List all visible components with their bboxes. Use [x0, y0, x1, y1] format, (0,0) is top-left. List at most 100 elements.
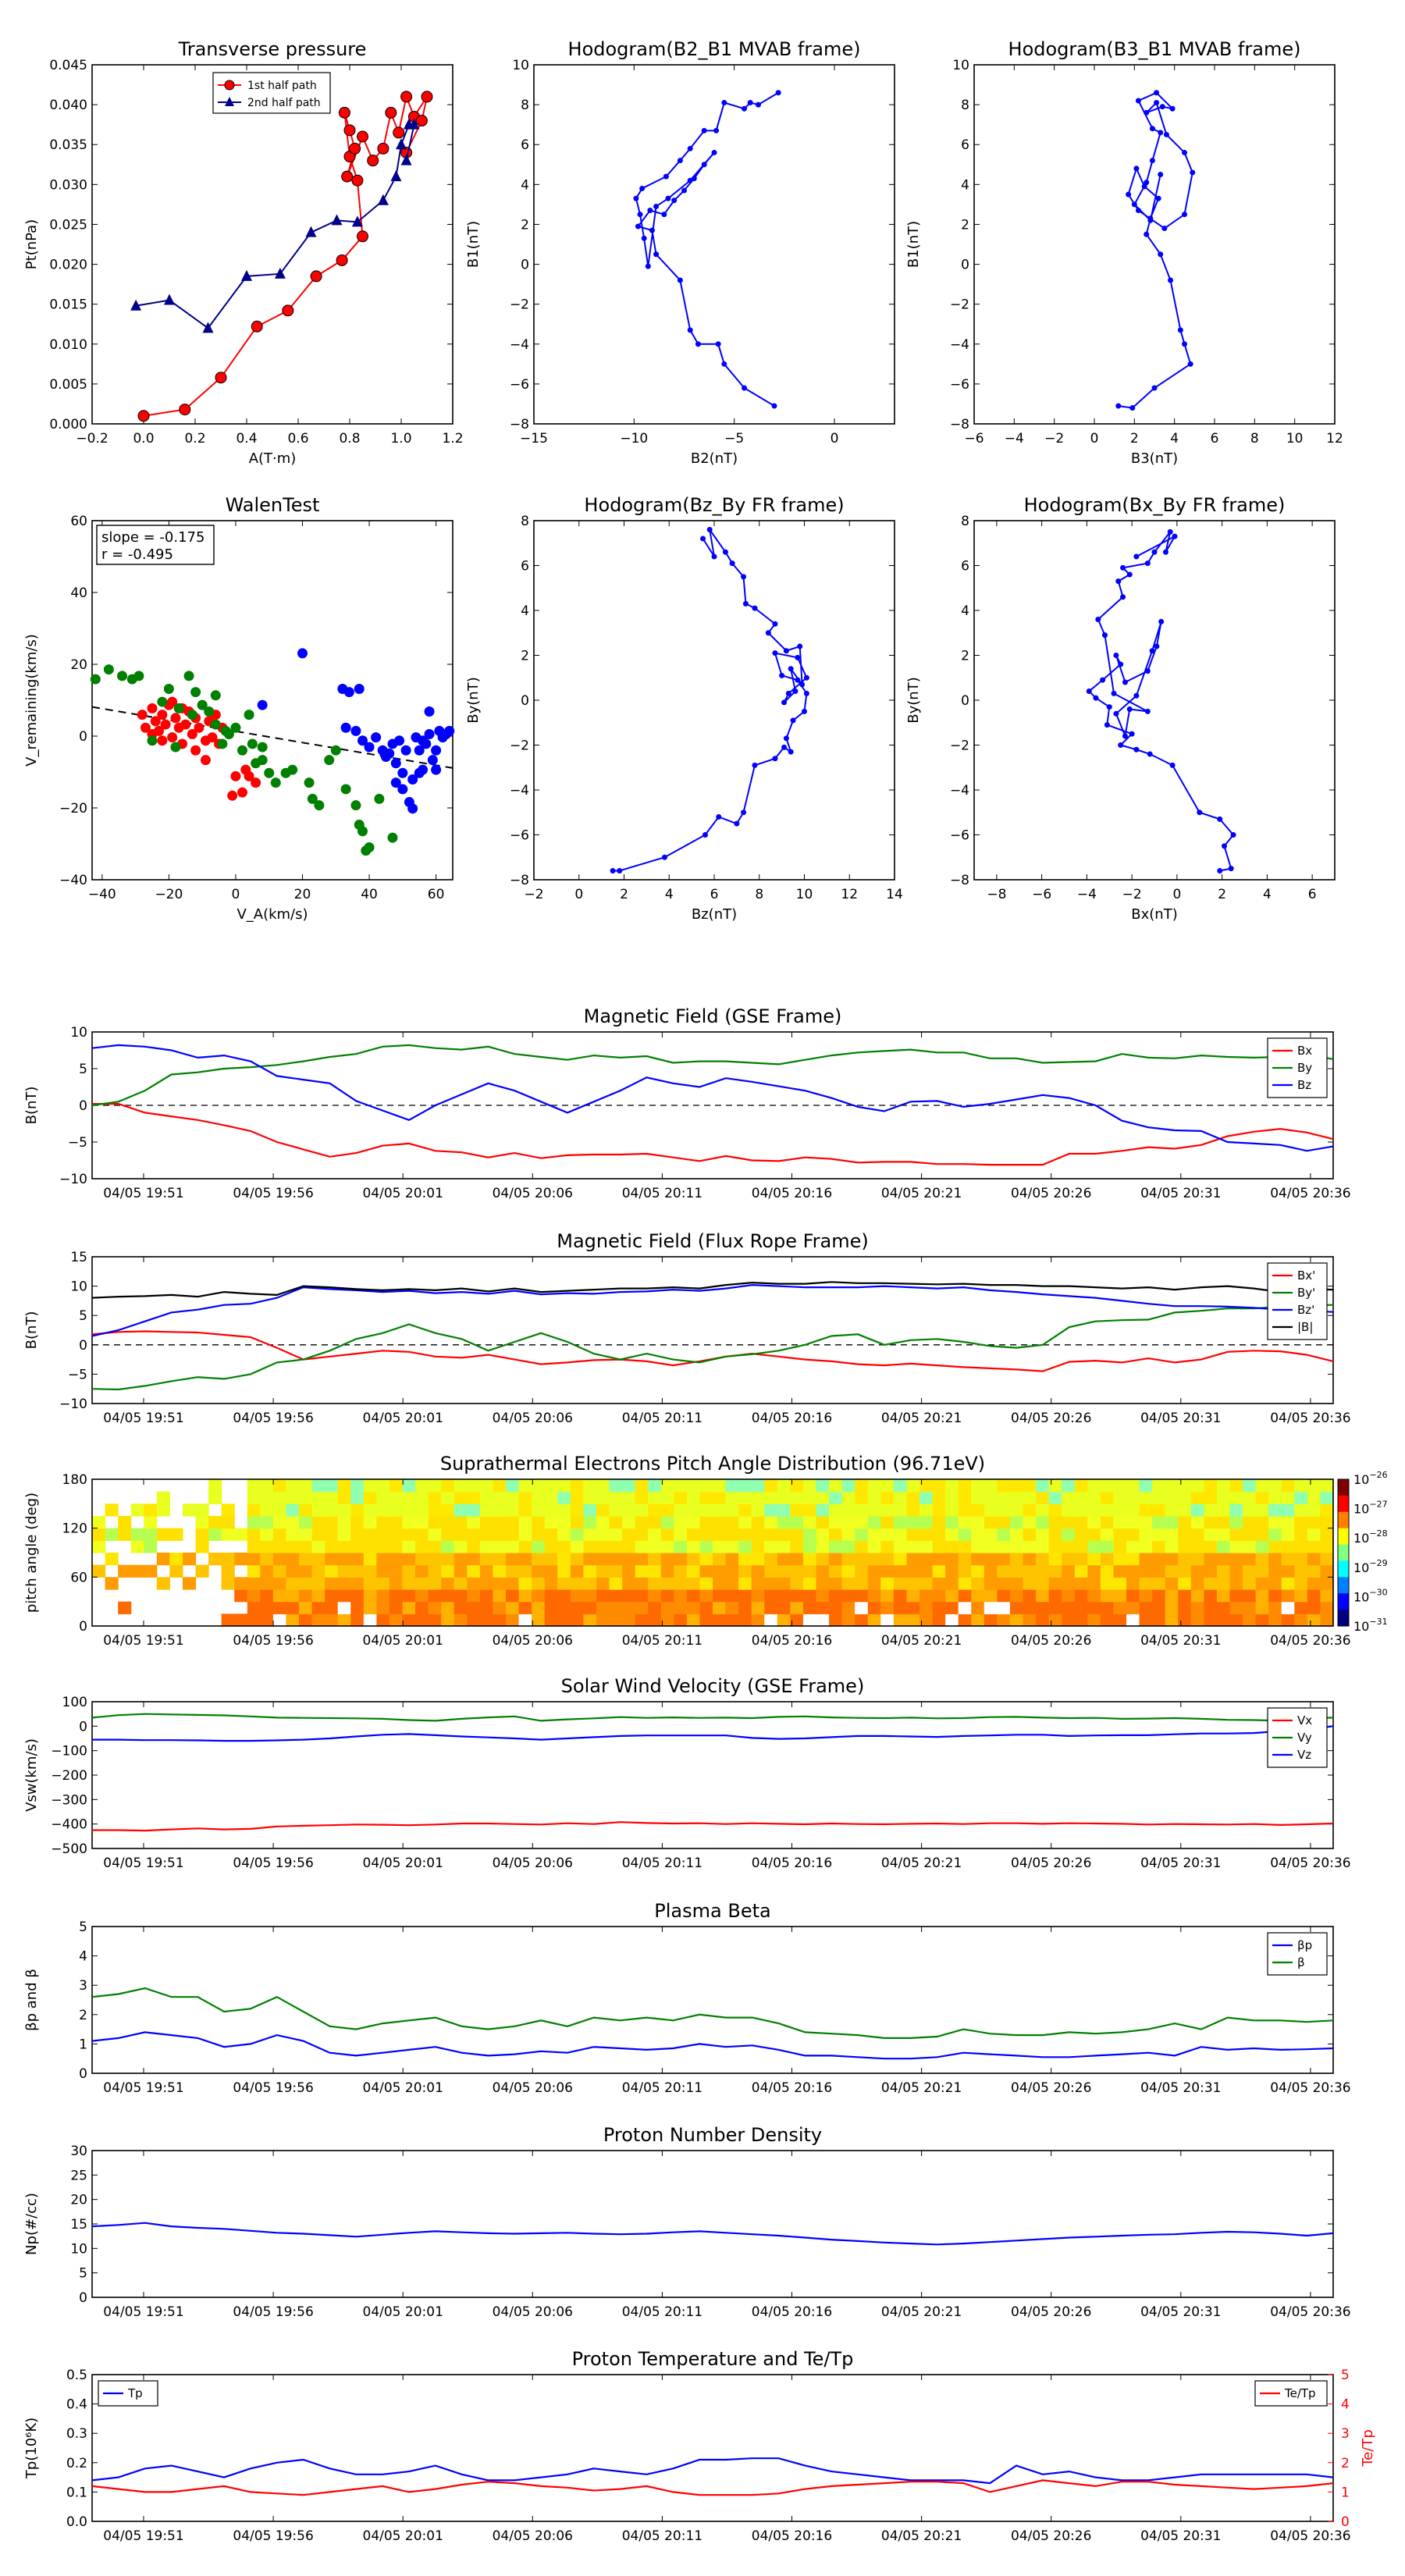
pitch-angle-cell: [919, 1491, 934, 1504]
pitch-angle-cell: [583, 1540, 597, 1553]
transverse-pressure-marker-triangle: [202, 322, 214, 333]
hodogram-b2-b1-marker-dot: [695, 341, 701, 347]
transverse-pressure-ylabel: Pt(nPa): [23, 219, 40, 269]
pitch-angle-cell: [1268, 1540, 1282, 1553]
pitch-angle-cell: [829, 1540, 843, 1553]
pitch-angle-cell: [1268, 1553, 1282, 1566]
pitch-angle-cell: [751, 1540, 765, 1553]
pitch-angle-cell: [479, 1528, 494, 1541]
pitch-angle-cell: [725, 1553, 739, 1566]
hodogram-bz-by-marker-dot: [803, 674, 809, 681]
pitch-angle-cell: [867, 1577, 881, 1590]
pitch-angle-cell: [299, 1479, 313, 1493]
pitch-angle-cell: [402, 1540, 416, 1553]
pitch-angle-cell: [299, 1601, 313, 1614]
pitch-angle-cell: [208, 1553, 222, 1566]
pitch-angle-cell: [816, 1589, 830, 1603]
transverse-pressure-marker-triangle: [164, 294, 175, 305]
pitch-angle-cell: [738, 1479, 752, 1493]
pitch-angle-cell: [867, 1614, 881, 1627]
pitch-angle-cell: [906, 1503, 920, 1517]
pitch-angle-cell: [1307, 1589, 1321, 1603]
pitch-angle-cell: [1087, 1479, 1101, 1493]
pitch-angle-cell: [713, 1528, 727, 1541]
hodogram-bx-by-ytick-label: 8: [961, 514, 969, 529]
pitch-angle-cell: [518, 1577, 532, 1590]
pitch-angle-cell: [1268, 1564, 1282, 1578]
pitch-angle-cell: [648, 1614, 662, 1627]
pitch-angle-cell: [363, 1564, 377, 1578]
pitch-angle-cell: [945, 1577, 959, 1590]
pitch-angle-cell: [816, 1503, 830, 1517]
pitch-angle-cell: [247, 1601, 261, 1614]
pitch-angle-cell: [816, 1614, 830, 1627]
pitch-angle-cell: [686, 1503, 701, 1517]
pitch-angle-cell: [1165, 1491, 1179, 1504]
pitch-angle-cell: [686, 1491, 701, 1504]
pitch-angle-cell: [260, 1503, 274, 1517]
pitch-angle-cell: [932, 1614, 946, 1627]
pitch-angle-cell: [506, 1601, 520, 1614]
mag-fr-legend-label: Bz': [1297, 1303, 1314, 1317]
pitch-angle-cell: [958, 1614, 972, 1627]
hodogram-bz-by-ytick-label: −2: [510, 738, 529, 754]
pitch-angle-cell: [660, 1553, 674, 1566]
proton-temperature-legend: Tp: [98, 2380, 158, 2407]
mag-fr-ytick-label: 0: [79, 1338, 87, 1354]
pitch-angle-cell: [1009, 1528, 1024, 1541]
pitch-angle-cell: [1229, 1491, 1243, 1504]
pitch-angle-cell: [1126, 1516, 1140, 1529]
pitch-angle-cell: [1190, 1528, 1204, 1541]
pitch-angle-ytick-label: 60: [70, 1570, 87, 1585]
pitch-angle-cell: [738, 1601, 752, 1614]
hodogram-b3-b1-plot-frame: [973, 64, 1336, 425]
hodogram-bz-by-ytick-label: −4: [510, 783, 529, 799]
pitch-angle-cell: [532, 1577, 546, 1590]
proton-density-xtick-label: 04/05 20:06: [493, 2304, 573, 2320]
pitch-angle-cell: [1023, 1503, 1037, 1517]
pitch-angle-cell: [971, 1540, 985, 1553]
pitch-angle-cell: [350, 1503, 365, 1517]
pitch-angle-cell: [660, 1564, 674, 1578]
pitch-angle-cell: [945, 1553, 959, 1566]
mag-gse-series-Bx: [92, 1102, 1334, 1166]
pitch-angle-cell: [1113, 1614, 1127, 1627]
sw-velocity-ytick-label: 100: [62, 1695, 87, 1710]
pitch-angle-cell: [841, 1577, 855, 1590]
pitch-angle-cell: [325, 1577, 339, 1590]
walen-test-point-blue: [407, 774, 418, 785]
pitch-angle-cell: [570, 1553, 584, 1566]
pitch-angle-cell: [919, 1614, 934, 1627]
hodogram-b2-b1-marker-dot: [747, 100, 753, 106]
transverse-pressure-legend-marker-circle: [224, 80, 235, 91]
hodogram-b3-b1-marker-dot: [1149, 158, 1155, 164]
plasma-beta-xtick-label: 04/05 19:56: [233, 2080, 313, 2096]
pitch-angle-cell: [777, 1589, 791, 1603]
hodogram-bx-by-marker-dot: [1120, 564, 1126, 571]
pitch-angle-cell: [1009, 1589, 1024, 1603]
pitch-angle-cell: [557, 1540, 571, 1553]
pitch-angle-cell: [1126, 1491, 1140, 1504]
hodogram-bx-by-marker-dot: [1100, 677, 1106, 683]
walen-test-point-blue: [394, 735, 405, 746]
pitch-angle-cell: [1023, 1528, 1037, 1541]
pitch-angle-cell: [118, 1528, 132, 1541]
pitch-angle-cell: [1139, 1540, 1153, 1553]
pitch-angle-cell: [1113, 1564, 1127, 1578]
proton-temperature-xtick-label: 04/05 20:31: [1140, 2528, 1221, 2544]
pitch-angle-cell: [622, 1528, 636, 1541]
pitch-angle-cell: [997, 1516, 1011, 1529]
pitch-angle-cell: [1229, 1516, 1243, 1529]
pitch-angle-cell: [169, 1528, 183, 1541]
hodogram-bx-by-ytick-label: 6: [961, 559, 969, 575]
pitch-angle-cell: [790, 1601, 804, 1614]
pitch-angle-cell: [674, 1553, 688, 1566]
pitch-angle-cell: [1165, 1589, 1179, 1603]
walen-test-point-green: [210, 719, 221, 730]
mag-gse-xtick-label: 04/05 20:06: [493, 1186, 573, 1201]
pitch-angle-cell: [1190, 1540, 1204, 1553]
hodogram-bx-by-xtick-label: 2: [1218, 887, 1226, 902]
pitch-angle-cell: [802, 1540, 817, 1553]
pitch-angle-cell: [1087, 1577, 1101, 1590]
